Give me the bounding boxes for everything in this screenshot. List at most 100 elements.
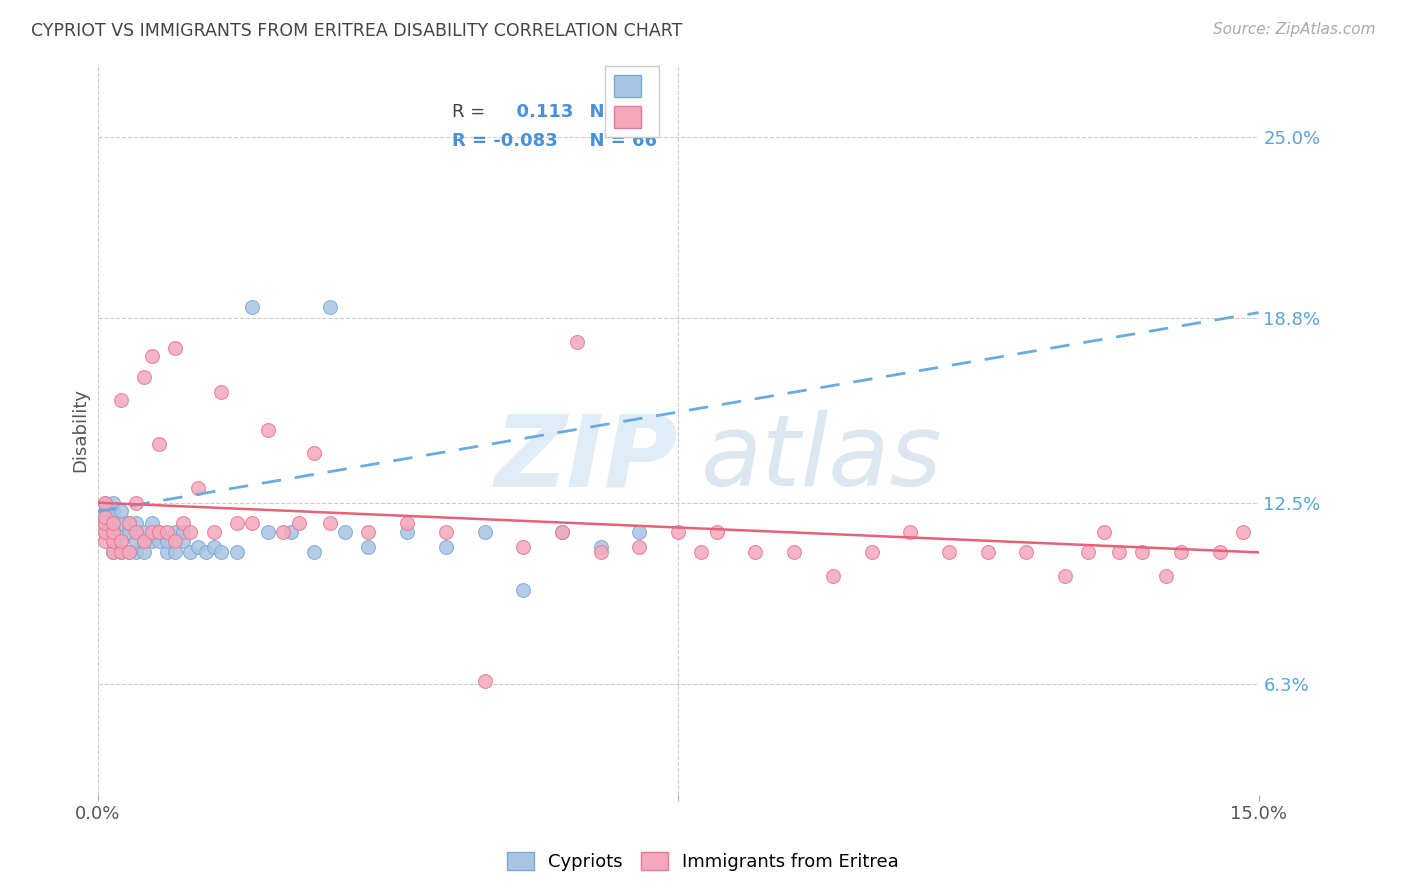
Point xyxy=(101,545,124,559)
Point xyxy=(94,510,117,524)
Point xyxy=(202,524,225,539)
Point xyxy=(148,437,170,451)
Point xyxy=(1108,545,1130,559)
Point xyxy=(396,516,419,530)
Point xyxy=(117,516,139,530)
Point xyxy=(1232,524,1254,539)
Point xyxy=(94,524,117,539)
Point xyxy=(551,524,574,539)
Text: ZIP: ZIP xyxy=(495,410,678,508)
Point xyxy=(319,516,342,530)
Point xyxy=(512,583,534,598)
Point xyxy=(690,545,713,559)
Point xyxy=(94,516,117,530)
Point xyxy=(117,524,139,539)
Point xyxy=(148,524,170,539)
Point xyxy=(125,545,148,559)
Point xyxy=(132,370,155,384)
Point xyxy=(110,545,132,559)
Point xyxy=(898,524,921,539)
Point xyxy=(101,524,124,539)
Point xyxy=(288,516,311,530)
Point xyxy=(132,533,155,548)
Point xyxy=(357,540,380,554)
Text: 0.113: 0.113 xyxy=(503,103,574,120)
Point xyxy=(628,540,651,554)
Point xyxy=(976,545,998,559)
Point xyxy=(101,516,124,530)
Point xyxy=(101,533,124,548)
Point xyxy=(273,524,295,539)
Text: N = 56: N = 56 xyxy=(576,103,657,120)
Point xyxy=(202,540,225,554)
Point xyxy=(101,504,124,518)
Point xyxy=(194,545,217,559)
Point xyxy=(938,545,960,559)
Point xyxy=(125,524,148,539)
Point xyxy=(94,496,117,510)
Point xyxy=(589,540,612,554)
Point xyxy=(141,533,163,548)
Point xyxy=(280,524,302,539)
Point xyxy=(101,496,124,510)
Point xyxy=(240,516,263,530)
Point xyxy=(101,533,124,548)
Point xyxy=(125,496,148,510)
Point xyxy=(1170,545,1192,559)
Text: Source: ZipAtlas.com: Source: ZipAtlas.com xyxy=(1212,22,1375,37)
Point xyxy=(117,516,139,530)
Text: R = -0.083: R = -0.083 xyxy=(451,132,557,150)
Point xyxy=(94,516,117,530)
Point xyxy=(187,540,209,554)
Point xyxy=(163,533,186,548)
Point xyxy=(512,540,534,554)
Point xyxy=(94,533,117,548)
Point xyxy=(117,545,139,559)
Point xyxy=(474,524,496,539)
Point xyxy=(132,524,155,539)
Point xyxy=(706,524,728,539)
Point xyxy=(110,504,132,518)
Point xyxy=(628,524,651,539)
Point xyxy=(163,341,186,355)
Point xyxy=(101,510,124,524)
Point xyxy=(156,545,179,559)
Point xyxy=(94,504,117,518)
Point xyxy=(141,524,163,539)
Point xyxy=(148,524,170,539)
Point xyxy=(125,516,148,530)
Point xyxy=(110,524,132,539)
Point xyxy=(148,533,170,548)
Point xyxy=(156,533,179,548)
Point xyxy=(125,533,148,548)
Point xyxy=(1077,545,1099,559)
Legend: Cypriots, Immigrants from Eritrea: Cypriots, Immigrants from Eritrea xyxy=(499,845,907,879)
Point xyxy=(209,545,232,559)
Text: R =: R = xyxy=(451,103,491,120)
Point xyxy=(434,540,457,554)
Point xyxy=(860,545,883,559)
Point xyxy=(94,524,117,539)
Text: CYPRIOT VS IMMIGRANTS FROM ERITREA DISABILITY CORRELATION CHART: CYPRIOT VS IMMIGRANTS FROM ERITREA DISAB… xyxy=(31,22,682,40)
Point xyxy=(1209,545,1232,559)
Point xyxy=(101,516,124,530)
Point xyxy=(567,334,589,349)
Point xyxy=(319,300,342,314)
Point xyxy=(1092,524,1115,539)
Point xyxy=(94,496,117,510)
Point xyxy=(163,545,186,559)
Point xyxy=(141,516,163,530)
Point xyxy=(156,524,179,539)
Point xyxy=(666,524,689,539)
Text: atlas: atlas xyxy=(702,410,943,508)
Point xyxy=(821,568,844,582)
Point xyxy=(101,524,124,539)
Point xyxy=(101,545,124,559)
Point xyxy=(110,533,132,548)
Point xyxy=(172,516,194,530)
Point xyxy=(744,545,766,559)
Point xyxy=(474,673,496,688)
Point xyxy=(304,545,326,559)
Point xyxy=(783,545,806,559)
Legend: , : , xyxy=(605,66,659,136)
